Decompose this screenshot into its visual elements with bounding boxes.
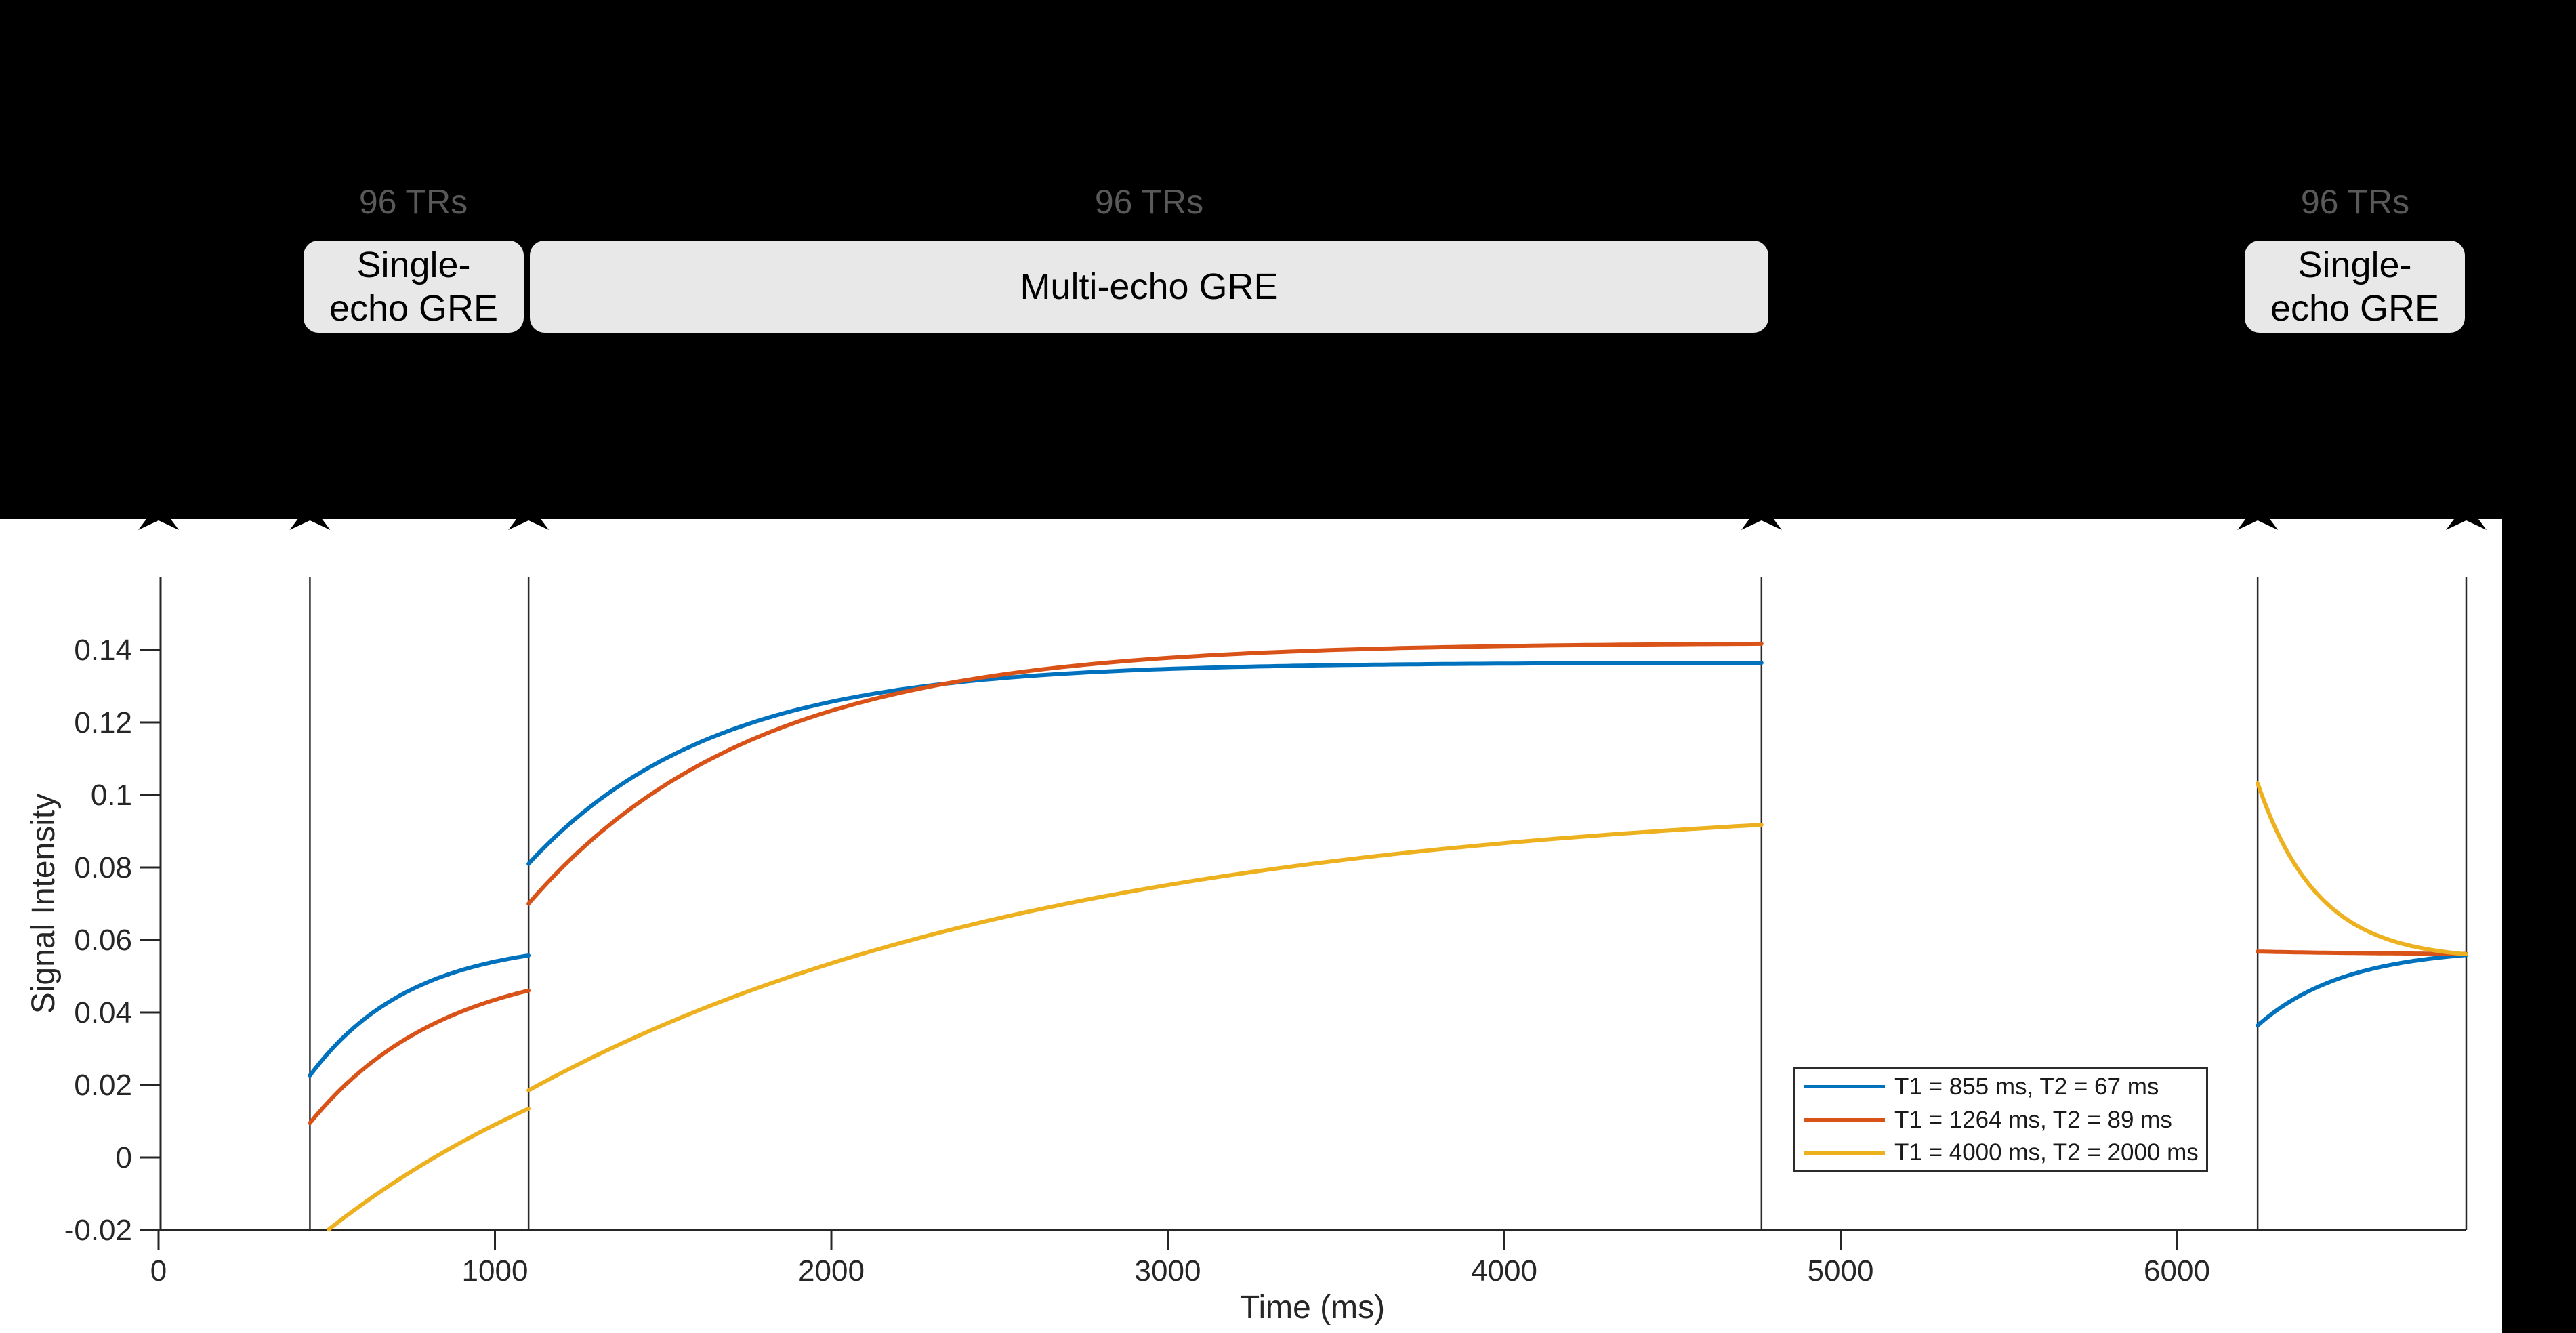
up-arrow-marker-icon: [2445, 503, 2487, 530]
trs-count-label-3: 96 TRs: [2300, 183, 2410, 221]
sequence-block-label: Single-: [2298, 245, 2412, 285]
x-tick-label: 2000: [798, 1254, 865, 1288]
sequence-block-single-echo-1: Single- echo GRE: [304, 241, 524, 333]
sequence-block-label: Single-: [356, 245, 471, 285]
sequence-block-label: echo GRE: [2270, 288, 2440, 329]
x-tick-label: 3000: [1135, 1254, 1201, 1288]
legend-entry-label: T1 = 1264 ms, T2 = 89 ms: [1894, 1106, 2172, 1133]
sequence-block-multi-echo: Multi-echo GRE: [530, 241, 1768, 333]
y-tick-label: 0.06: [74, 924, 132, 957]
trs-count-label-1: 96 TRs: [358, 183, 468, 221]
legend-entry-label: T1 = 855 ms, T2 = 67 ms: [1894, 1073, 2159, 1100]
signal-curve: [327, 1106, 531, 1232]
legend-entry: T1 = 855 ms, T2 = 67 ms: [1795, 1071, 2206, 1103]
up-arrow-marker-icon: [508, 503, 549, 530]
legend-line-sample: [1804, 1085, 1885, 1089]
x-axis-title: Time (ms): [1240, 1290, 1385, 1326]
sequence-block-single-echo-2: Single- echo GRE: [2245, 241, 2465, 333]
signal-curve: [308, 988, 531, 1126]
y-tick-label: 0.08: [74, 851, 132, 884]
up-arrow-marker-icon: [138, 503, 179, 530]
sequence-block-label: Multi-echo GRE: [1020, 266, 1279, 307]
y-axis-title: Signal Intensity: [26, 794, 62, 1014]
x-tick-label: 0: [150, 1254, 167, 1288]
legend-entry: T1 = 1264 ms, T2 = 89 ms: [1795, 1105, 2206, 1136]
x-tick-label: 4000: [1471, 1254, 1537, 1288]
legend-line-sample: [1804, 1118, 1885, 1122]
right-black-strip: [2502, 0, 2576, 1333]
legend-entry-label: T1 = 4000 ms, T2 = 2000 ms: [1894, 1139, 2199, 1166]
signal-curve: [2256, 953, 2468, 1028]
x-tick-label: 5000: [1808, 1254, 1874, 1288]
x-tick-label: 6000: [2144, 1254, 2210, 1288]
up-arrow-marker-icon: [1741, 503, 1782, 530]
signal-curve: [2256, 781, 2468, 957]
chart-legend: T1 = 855 ms, T2 = 67 ms T1 = 1264 ms, T2 …: [1793, 1067, 2208, 1172]
signal-curve: [308, 953, 531, 1078]
sequence-block-label: echo GRE: [329, 288, 499, 329]
up-arrow-marker-icon: [289, 503, 331, 530]
legend-line-sample: [1804, 1151, 1885, 1155]
signal-curve: [526, 823, 1764, 1092]
up-arrow-marker-icon: [2237, 503, 2279, 530]
signal-curve: [2256, 949, 2468, 956]
legend-entry: T1 = 4000 ms, T2 = 2000 ms: [1795, 1137, 2206, 1168]
y-tick-label: 0.12: [74, 706, 132, 739]
signal-curve: [526, 661, 1764, 866]
signal-curve: [526, 641, 1764, 906]
y-tick-label: -0.02: [64, 1214, 132, 1247]
y-tick-label: 0.02: [74, 1069, 132, 1102]
trs-count-label-2: 96 TRs: [1094, 183, 1204, 221]
y-tick-label: 0.1: [91, 779, 132, 812]
y-tick-label: 0.14: [74, 634, 132, 667]
y-tick-label: 0: [116, 1141, 132, 1174]
x-tick-label: 1000: [462, 1254, 528, 1288]
y-tick-label: 0.04: [74, 996, 132, 1029]
